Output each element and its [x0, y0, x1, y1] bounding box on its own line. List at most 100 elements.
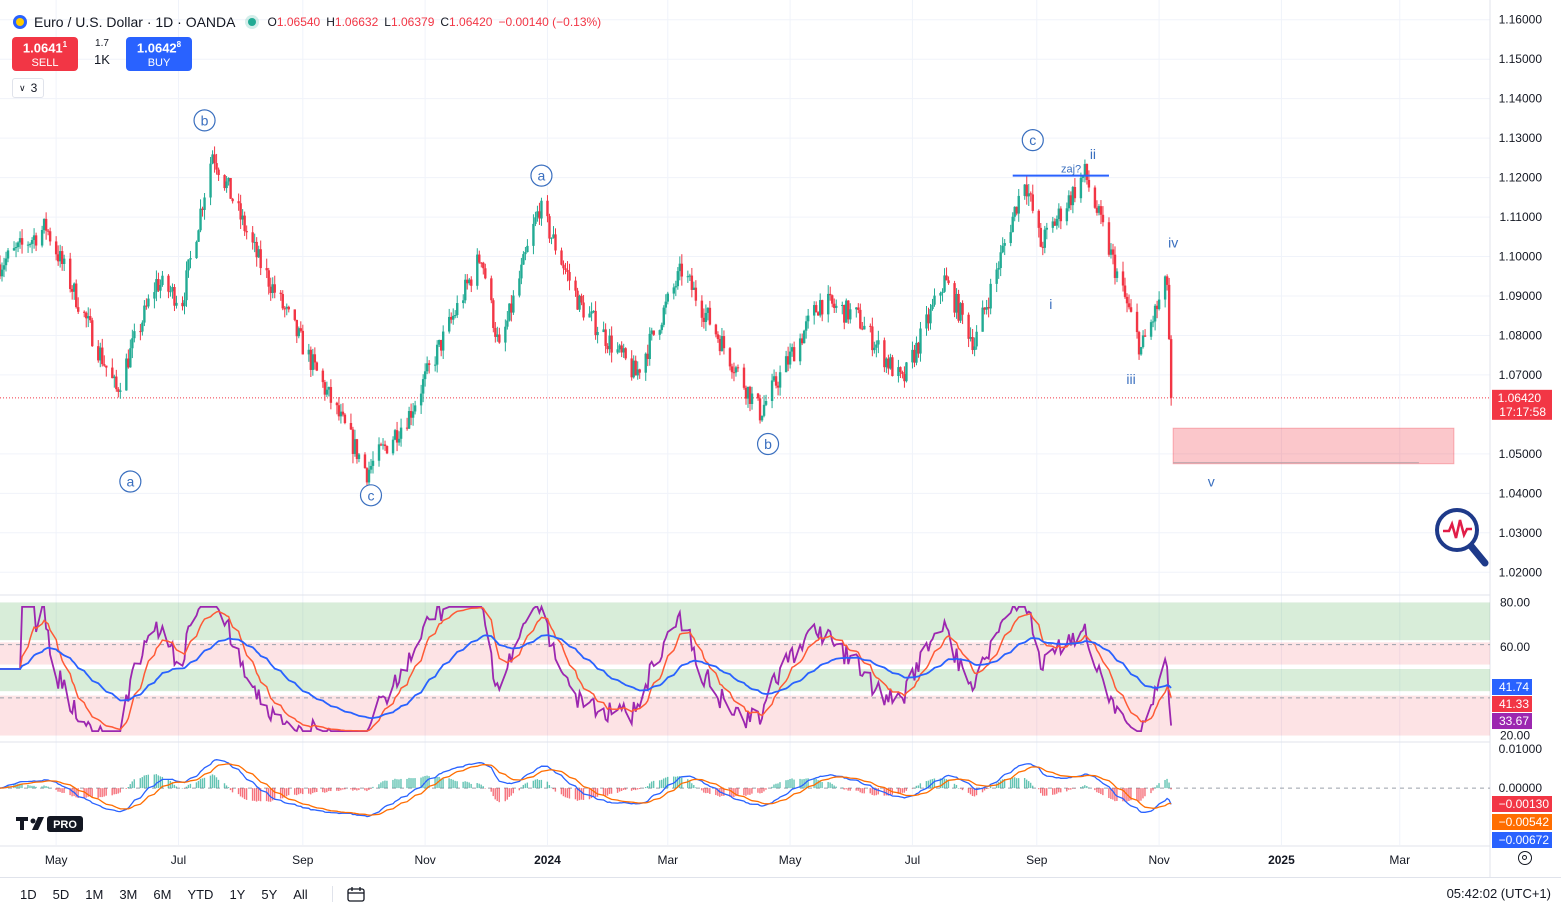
- macd-histogram-bar: [330, 788, 332, 792]
- macd-histogram-bar: [608, 788, 611, 794]
- quantity-field[interactable]: 1.7 1K: [78, 38, 126, 66]
- macd-histogram-bar: [239, 788, 242, 797]
- macd-histogram-bar: [127, 786, 129, 789]
- macd-histogram-bar: [396, 779, 398, 789]
- macd-histogram-bar: [771, 786, 773, 789]
- wave-label[interactable]: b: [193, 109, 216, 132]
- candle: [889, 353, 892, 370]
- candle: [494, 321, 497, 343]
- wave-label[interactable]: v: [1208, 473, 1215, 489]
- macd-histogram-bar: [1058, 788, 1060, 793]
- candle: [983, 307, 986, 315]
- macd-histogram-bar: [773, 784, 775, 789]
- range-1y[interactable]: 1Y: [229, 886, 246, 902]
- candle: [357, 453, 361, 463]
- macd-histogram-bar: [195, 782, 198, 789]
- symbol-title[interactable]: Euro / U.S. Dollar · 1D · OANDA: [34, 14, 236, 30]
- macd-histogram-bar: [522, 784, 525, 789]
- macd-histogram-bar: [324, 788, 326, 793]
- candle: [1053, 218, 1057, 226]
- macd-histogram-bar: [213, 775, 216, 789]
- candle: [700, 295, 704, 327]
- candle: [283, 306, 286, 318]
- candle: [618, 343, 621, 353]
- candle: [1153, 303, 1157, 331]
- time-axis-tick: Jul: [905, 853, 920, 867]
- range-ytd[interactable]: YTD: [187, 886, 214, 902]
- wave-label[interactable]: a: [530, 164, 553, 187]
- candle: [831, 294, 834, 308]
- candle: [1157, 291, 1161, 311]
- candle: [145, 298, 148, 310]
- macd-axis-tick: 0.00000: [1499, 781, 1543, 795]
- wave-label[interactable]: b: [756, 432, 780, 456]
- candle: [143, 300, 146, 327]
- range-all[interactable]: All: [293, 886, 308, 902]
- svg-text:i: i: [1049, 296, 1052, 312]
- candle: [215, 153, 218, 175]
- sell-button[interactable]: 1.06411 SELL: [12, 37, 78, 71]
- candle: [490, 275, 493, 304]
- candle: [999, 244, 1002, 277]
- macd-histogram-bar: [506, 788, 508, 800]
- macd-histogram-bar: [793, 779, 795, 789]
- candle: [632, 355, 635, 379]
- macd-histogram-bar: [845, 788, 847, 790]
- wave-label[interactable]: a: [119, 470, 142, 493]
- candle: [383, 440, 387, 451]
- macd-histogram-bar: [610, 788, 613, 794]
- candle: [409, 403, 413, 426]
- range-5d[interactable]: 5D: [52, 886, 70, 902]
- candle: [814, 301, 818, 313]
- range-3m[interactable]: 3M: [119, 886, 138, 902]
- price-axis-tick: 1.10000: [1499, 250, 1543, 264]
- wave-label[interactable]: i: [1049, 296, 1052, 312]
- indicator-legend-toggle[interactable]: ∨ 3: [12, 78, 45, 98]
- macd-histogram-bar: [442, 778, 444, 789]
- target-zone-box[interactable]: [1172, 427, 1455, 465]
- candle: [213, 146, 216, 173]
- macd-histogram-bar: [709, 788, 711, 794]
- candle: [452, 308, 455, 325]
- symbol-logo-icon: [13, 15, 27, 29]
- macd-histogram-bar: [89, 788, 91, 797]
- macd-histogram-bar: [957, 788, 960, 789]
- candle: [833, 298, 836, 313]
- macd-histogram-bar: [679, 776, 681, 789]
- wave-label[interactable]: ii: [1090, 146, 1096, 162]
- macd-histogram-bar: [476, 783, 478, 789]
- macd-histogram-bar: [243, 788, 246, 800]
- wave-label[interactable]: iii: [1126, 371, 1135, 387]
- wave-label[interactable]: c: [1021, 129, 1044, 152]
- range-1d[interactable]: 1D: [20, 886, 37, 902]
- wave-label[interactable]: c: [359, 484, 383, 507]
- candle: [1025, 175, 1028, 205]
- range-6m[interactable]: 6M: [153, 886, 172, 902]
- candle: [1139, 346, 1143, 356]
- timezone-clock[interactable]: 05:42:02 (UTC+1): [1446, 886, 1551, 901]
- settings-gear-icon[interactable]: [1518, 851, 1532, 865]
- buy-button[interactable]: 1.06428 BUY: [126, 37, 192, 71]
- candle: [484, 263, 487, 280]
- macd-histogram-bar: [897, 788, 900, 794]
- calendar-icon[interactable]: [331, 886, 365, 902]
- range-1m[interactable]: 1M: [85, 886, 104, 902]
- macd-histogram-bar: [364, 788, 366, 791]
- macd-histogram-bar: [1080, 787, 1082, 789]
- rsi-pane: [0, 602, 1490, 736]
- candle: [548, 213, 551, 243]
- candle: [610, 326, 613, 363]
- macd-histogram-bar: [660, 779, 663, 789]
- macd-histogram-bar: [751, 788, 753, 794]
- candle: [925, 306, 928, 336]
- range-5y[interactable]: 5Y: [261, 886, 278, 902]
- macd-histogram-bar: [1044, 788, 1046, 796]
- candle: [77, 297, 80, 314]
- candle: [806, 308, 810, 329]
- wave-label[interactable]: iv: [1168, 235, 1178, 251]
- candle: [859, 303, 862, 330]
- macd-histogram-bar: [269, 788, 272, 802]
- candle: [1163, 275, 1167, 308]
